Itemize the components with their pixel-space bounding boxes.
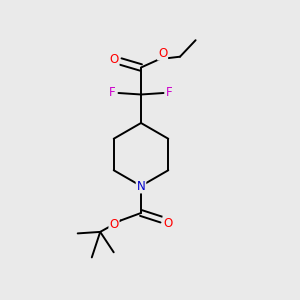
Text: F: F bbox=[166, 86, 173, 99]
Text: O: O bbox=[110, 52, 118, 66]
Text: O: O bbox=[164, 217, 172, 230]
Text: F: F bbox=[109, 86, 116, 99]
Text: O: O bbox=[158, 46, 167, 60]
Text: O: O bbox=[110, 218, 118, 232]
Text: N: N bbox=[136, 179, 146, 193]
